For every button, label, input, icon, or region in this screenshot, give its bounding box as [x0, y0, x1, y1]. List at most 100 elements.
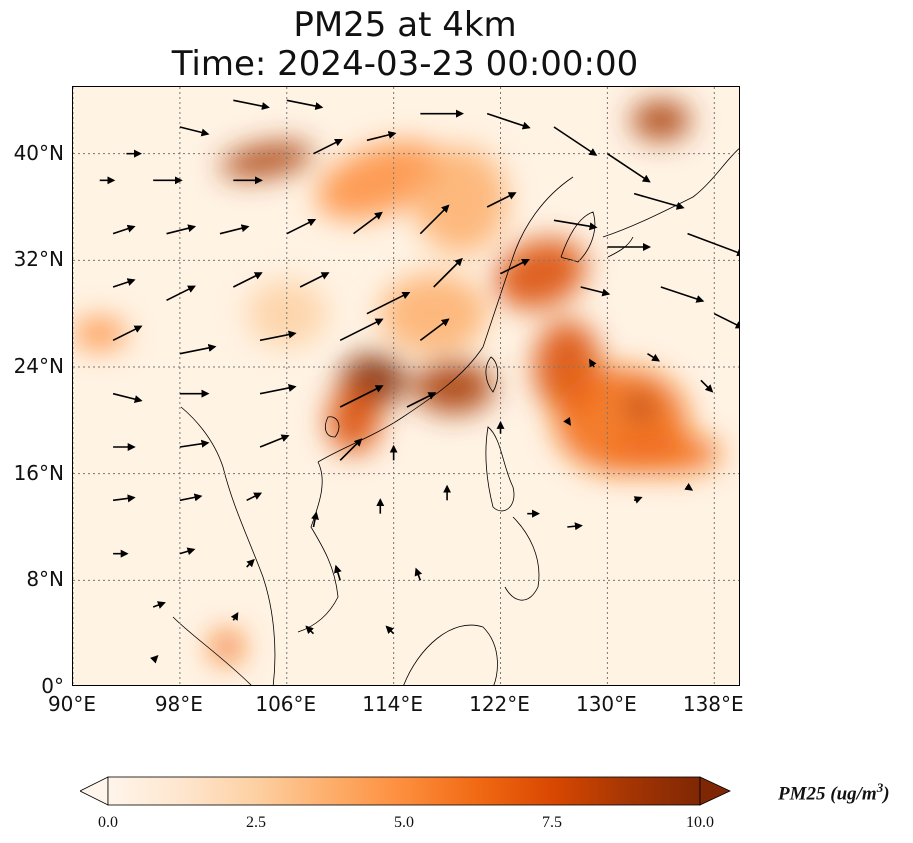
wind-arrow [112, 392, 143, 403]
longitude-tick-label: 138°E [682, 692, 744, 716]
wind-arrow [313, 138, 343, 155]
latitude-tick-label: 8°N [26, 567, 64, 592]
colorbar-tick-label: 2.5 [246, 814, 266, 831]
wind-arrow [700, 379, 714, 393]
coastline-china-south [317, 346, 484, 463]
coastline-taiwan [485, 356, 499, 393]
wind-arrow [259, 434, 290, 448]
coastline-hainan [324, 416, 340, 438]
wind-arrow [112, 224, 136, 235]
wind-arrow [179, 547, 196, 556]
longitude-tick-label: 98°E [154, 692, 203, 716]
wind-arrow [633, 192, 685, 210]
wind-arrow [166, 224, 197, 235]
wind-arrow [486, 112, 531, 130]
coastline-philippines-south [504, 516, 540, 601]
longitude-tick-label: 122°E [469, 692, 530, 716]
wind-arrow [232, 272, 263, 288]
latitude-tick-label: 32°N [13, 247, 64, 272]
coastlines [172, 148, 739, 685]
pm25-concentration-field [73, 100, 721, 663]
colorbar-tick-label: 10.0 [686, 814, 714, 831]
pm25-plume [413, 360, 494, 414]
wind-arrow [419, 318, 450, 341]
wind-arrow [179, 343, 217, 355]
wind-arrow [589, 358, 597, 368]
coastline-luzon [485, 426, 515, 512]
latitude-tick-label: 24°N [13, 354, 64, 378]
wind-arrow [385, 625, 395, 635]
wind-arrow [500, 258, 530, 275]
wind-arrow [150, 655, 159, 664]
wind-arrow [230, 611, 239, 621]
coastline-indochina [180, 406, 276, 685]
pm25-plume [316, 141, 445, 220]
wind-arrow [286, 218, 317, 235]
colorbar-label-close: ) [883, 783, 890, 805]
wind-arrow [179, 439, 210, 448]
wind-arrow [305, 625, 315, 635]
wind-arrow [299, 272, 330, 288]
wind-arrow [233, 99, 270, 111]
latitude-tick-label: 16°N [13, 460, 64, 485]
pm25-plume [73, 317, 127, 350]
colorbar [80, 776, 731, 806]
wind-arrow [713, 312, 739, 329]
wind-arrow [311, 511, 319, 528]
pm25-plume [627, 393, 655, 421]
wind-arrow [366, 131, 397, 142]
wind-arrow [486, 192, 517, 208]
colorbar-gradient [107, 776, 701, 806]
wind-arrow [366, 291, 411, 315]
wind-vectors [99, 99, 739, 664]
wind-arrow [286, 99, 324, 111]
coastline-japan [602, 148, 739, 238]
chart-title: PM25 at 4km [293, 5, 517, 45]
longitude-tick-label: 114°E [362, 692, 424, 716]
coastline-china-east [482, 176, 574, 348]
wind-arrow [606, 153, 651, 183]
wind-arrow [339, 318, 384, 342]
wind-arrow [334, 564, 342, 581]
colorbar-label-exponent: 3 [876, 780, 884, 795]
wind-arrow [684, 482, 694, 491]
pm25-plume [614, 433, 721, 474]
wind-arrow [339, 438, 363, 461]
map-panel [72, 86, 740, 686]
wind-arrow [246, 492, 263, 502]
pm25-plume [631, 100, 691, 141]
coastline-borneo [403, 624, 498, 685]
wind-arrow [219, 224, 250, 235]
pm25-plume [495, 238, 586, 309]
colorbar-min-extension [80, 776, 109, 806]
wind-arrow [633, 496, 643, 504]
pm25-map [73, 87, 739, 685]
wind-arrow [647, 352, 661, 362]
chart-subtitle-time: Time: 2024-03-23 00:00:00 [171, 44, 639, 84]
colorbar-label: PM25 (ug/m3) [778, 780, 890, 805]
coastline-kyushu [607, 236, 634, 258]
coastline-korea [560, 211, 596, 263]
longitude-tick-label: 130°E [575, 692, 637, 716]
wind-arrow [353, 211, 383, 235]
wind-arrow [112, 278, 136, 288]
wind-arrow [419, 204, 450, 235]
colorbar-label-text: PM25 (ug/m [778, 783, 877, 805]
wind-arrow [580, 286, 611, 297]
colorbar-max-extension [699, 776, 731, 806]
wind-arrow [433, 257, 463, 288]
wind-arrow [112, 325, 143, 342]
wind-arrow [406, 392, 437, 408]
wind-arrow [166, 285, 196, 302]
wind-arrow [112, 494, 136, 503]
pm25-plume [380, 273, 488, 354]
wind-arrow [563, 416, 572, 426]
coastline-vietnam [297, 461, 339, 633]
latitude-tick-label: 0° [41, 674, 64, 698]
wind-arrow [246, 558, 255, 568]
wind-arrow [687, 232, 739, 257]
wind-arrow [179, 126, 210, 137]
colorbar-tick-label: 0.0 [98, 814, 118, 831]
longitude-tick-label: 106°E [255, 692, 317, 716]
wind-arrow [660, 286, 705, 303]
